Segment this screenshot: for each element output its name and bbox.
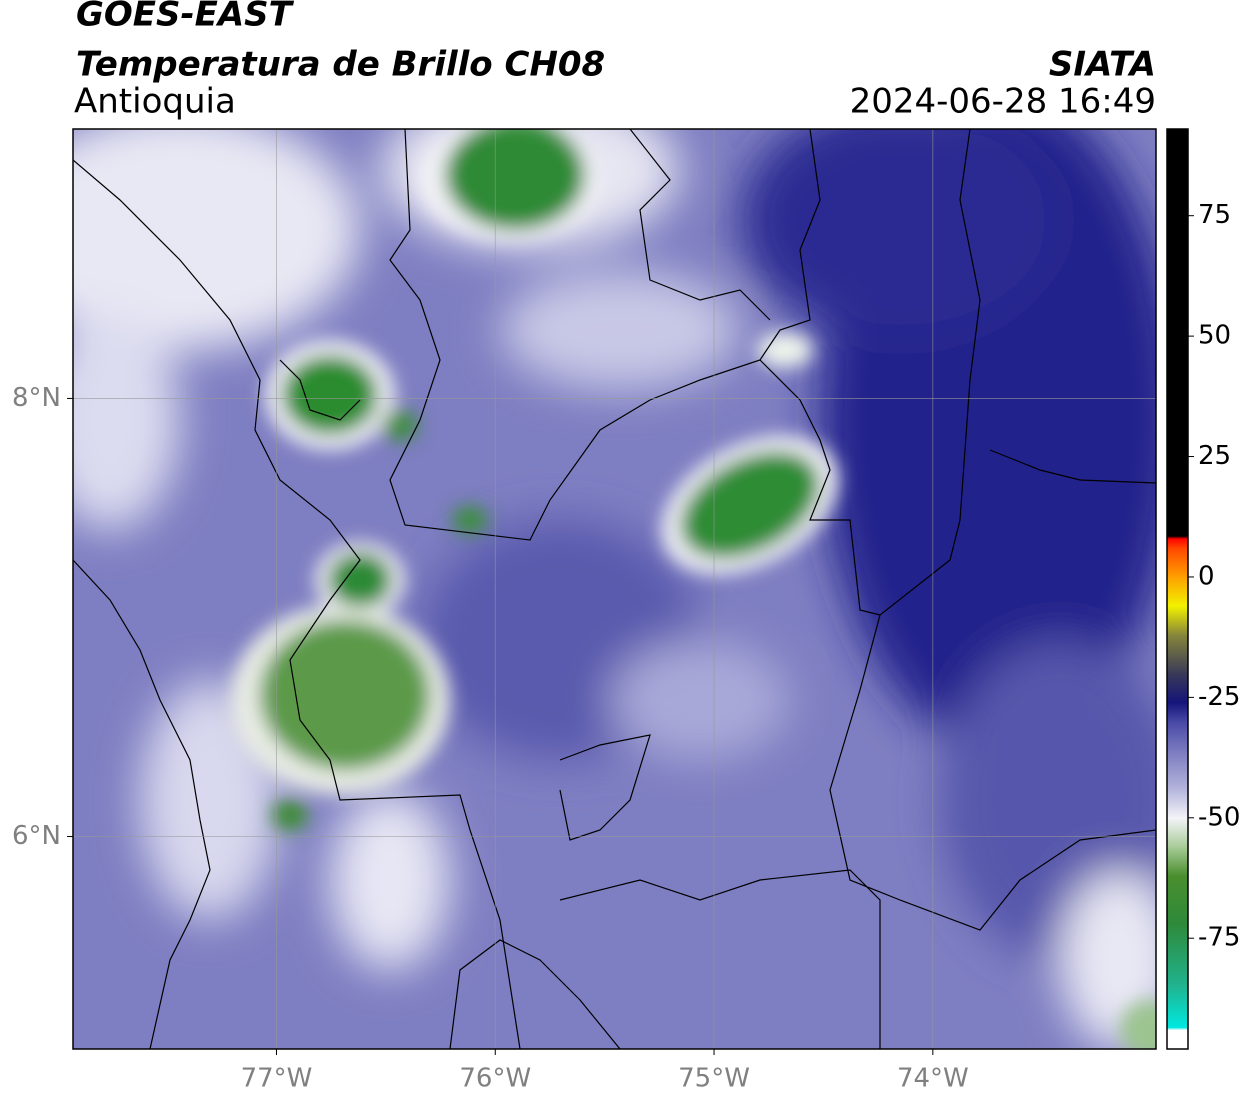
x-tick-label: 75°W [678, 1064, 750, 1094]
colorbar-segment [1167, 788, 1188, 819]
colorbar-segment [1167, 634, 1188, 674]
x-tick-label: 76°W [459, 1064, 531, 1094]
colorbar-segment [1167, 576, 1188, 607]
colorbar-segment [1167, 536, 1188, 539]
colorbar-segment [1167, 605, 1188, 636]
colorbar-segment [1167, 923, 1188, 987]
colorbar-tick-label: -50 [1198, 802, 1240, 832]
colorbar-tick-label: 50 [1198, 321, 1231, 351]
colorbar-segment [1167, 750, 1188, 790]
datetime: 2024-06-28 16:49 [850, 82, 1156, 122]
colorbar-tick-label: 25 [1198, 441, 1231, 471]
colorbar-segment [1167, 1027, 1188, 1031]
title: GOES-EAST [76, 0, 295, 35]
satellite-image [73, 129, 1156, 1049]
boundaries [73, 129, 1156, 1049]
source: SIATA [1049, 45, 1156, 85]
colorbar-segment [1167, 817, 1188, 848]
y-tick-label: 8°N [12, 383, 61, 413]
colorbar-tick-label: 0 [1198, 561, 1215, 591]
colorbar-segment [1167, 846, 1188, 877]
colorbar-segment [1167, 986, 1188, 1028]
map-frame [72, 128, 1157, 1050]
colorbar-segment [1167, 702, 1188, 722]
colorbar-tick-label: -75 [1198, 923, 1240, 953]
subtitle: Temperatura de Brillo CH08 [76, 45, 605, 85]
colorbar-segment [1167, 875, 1188, 925]
colorbar-segment [1167, 538, 1188, 549]
colorbar-frame [1166, 128, 1189, 1050]
colorbar-segment [1167, 1029, 1188, 1050]
colorbar-segment [1167, 548, 1188, 578]
colorbar-tick-label: -25 [1198, 682, 1240, 712]
colorbar-segment [1167, 673, 1188, 703]
region: Antioquia [74, 82, 236, 122]
colorbar-tick-label: 75 [1198, 200, 1231, 230]
colorbar-segment [1167, 721, 1188, 751]
y-tick-label: 6°N [12, 821, 61, 851]
x-tick-label: 77°W [241, 1064, 313, 1094]
colorbar-segment [1167, 129, 1188, 537]
x-tick-label: 74°W [897, 1064, 969, 1094]
